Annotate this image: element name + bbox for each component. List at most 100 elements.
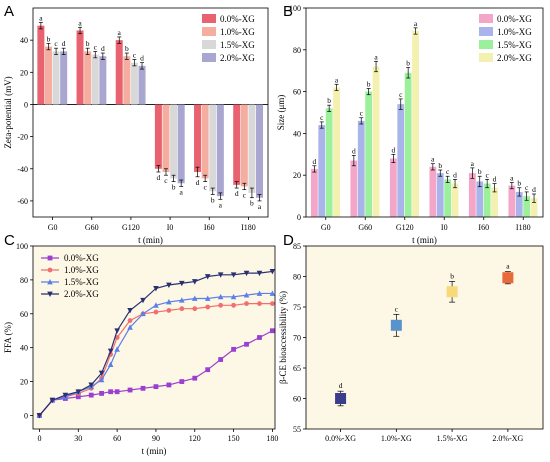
significance-letter: b	[450, 271, 454, 280]
data-point	[153, 302, 159, 308]
bar	[76, 30, 84, 105]
panel-B-frame	[305, 7, 544, 218]
significance-letter: d	[157, 173, 161, 182]
y-tick-label: 60	[293, 88, 301, 97]
data-point	[127, 324, 133, 330]
y-tick-label: 60	[20, 310, 28, 319]
data-point	[98, 370, 105, 377]
significance-letter: b	[86, 39, 90, 48]
y-axis-label: FFA (%)	[3, 322, 13, 353]
significance-letter: b	[125, 44, 129, 53]
bar	[256, 104, 264, 198]
bar	[412, 30, 419, 217]
data-point	[191, 279, 198, 285]
data-point	[107, 361, 114, 368]
significance-letter: b	[250, 199, 254, 208]
significance-letter: a	[180, 187, 184, 196]
x-tick-label: 0.0%-XG	[325, 434, 356, 443]
bar	[333, 87, 340, 217]
bar	[483, 183, 491, 217]
significance-letter: a	[219, 200, 223, 209]
bar	[177, 104, 185, 184]
data-point	[179, 297, 185, 303]
legend-swatch	[479, 27, 493, 36]
legend-label: 1.5%-XG	[220, 40, 255, 50]
data-point	[502, 272, 514, 284]
legend-label: 1.5%-XG	[64, 277, 99, 287]
significance-letter: a	[374, 52, 378, 61]
y-tick-label: 40	[20, 36, 28, 45]
data-point	[243, 270, 250, 277]
significance-letter: a	[510, 174, 514, 183]
significance-letter: c	[485, 170, 489, 179]
data-point	[257, 335, 262, 340]
bar	[436, 173, 444, 217]
plot-area-A	[33, 8, 268, 217]
bar	[325, 108, 333, 217]
panel-letter: C	[4, 232, 15, 249]
data-point	[47, 291, 53, 297]
significance-letter: b	[517, 179, 521, 188]
data-point	[62, 392, 69, 399]
y-tick-label: 80	[293, 46, 301, 55]
bar	[397, 104, 405, 217]
x-tick-label: 150	[228, 434, 240, 443]
significance-letter: d	[339, 381, 343, 390]
x-tick-label: 1.0%-XG	[381, 434, 412, 443]
y-tick-label: 60	[293, 395, 301, 404]
significance-letter: c	[164, 176, 168, 185]
bar	[404, 72, 412, 217]
data-point	[191, 295, 198, 301]
bar	[508, 185, 516, 217]
bar	[130, 62, 138, 105]
legend-label: 0.0%-XG	[220, 14, 255, 24]
y-tick-label: 20	[293, 171, 301, 180]
data-point	[179, 379, 185, 384]
panel-D-frame	[305, 245, 544, 430]
x-tick-label: 90	[152, 434, 160, 443]
legend-swatch	[202, 27, 216, 36]
data-point	[99, 391, 104, 396]
data-point	[140, 385, 146, 391]
bar	[318, 125, 326, 217]
x-tick-label: I0	[441, 223, 448, 232]
data-point	[230, 272, 237, 278]
data-point	[114, 328, 120, 334]
bar	[240, 104, 248, 187]
x-tick-label: G120	[396, 223, 414, 232]
y-tick-label: 0	[24, 100, 28, 109]
data-point	[270, 328, 275, 334]
data-point	[204, 274, 211, 280]
data-point	[47, 255, 53, 261]
bar	[52, 51, 60, 105]
significance-letter: b	[478, 167, 482, 176]
bar	[162, 104, 170, 172]
data-point	[153, 384, 159, 390]
bar	[372, 66, 380, 218]
plot-area-B	[306, 8, 543, 217]
data-point	[140, 297, 146, 304]
data-point	[205, 304, 211, 310]
data-point	[47, 267, 53, 273]
bar	[491, 187, 498, 217]
bar	[444, 179, 452, 217]
y-axis-label: Size (μm)	[276, 95, 286, 131]
data-point	[36, 413, 43, 419]
bar	[138, 65, 146, 105]
x-axis-label: t (min)	[138, 235, 163, 245]
data-point	[98, 376, 105, 383]
significance-letter: c	[395, 304, 399, 313]
x-tick-label: G120	[122, 223, 140, 232]
significance-letter: d	[62, 39, 66, 48]
data-point	[218, 302, 224, 308]
y-tick-label: 100	[16, 242, 28, 251]
bar	[60, 51, 68, 105]
x-tick-label: I180	[241, 223, 256, 232]
x-tick-label: I0	[167, 223, 174, 232]
bar	[451, 183, 459, 217]
data-point	[256, 290, 263, 296]
data-point	[108, 389, 114, 395]
significance-letter: a	[335, 75, 339, 84]
legend-swatch	[202, 53, 216, 62]
